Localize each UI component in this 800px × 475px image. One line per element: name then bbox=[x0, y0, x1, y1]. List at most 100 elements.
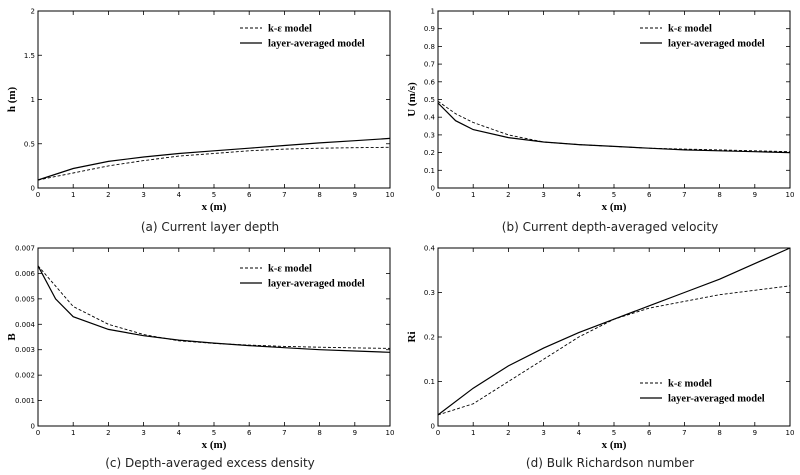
x-tick-label: 9 bbox=[753, 191, 757, 199]
chart-svg-b: 0 1 2 3 4 5 6 7 8 9 10 0 0.1 0.2 0.3 0.4 0.5 0.6 0.7 0.8 0.9… bbox=[406, 8, 795, 214]
x-tick-label: 4 bbox=[177, 429, 182, 437]
x-tick-label: 3 bbox=[141, 191, 145, 199]
y-tick-label: 0 bbox=[31, 185, 35, 193]
y-tick-label: 0.4 bbox=[424, 114, 436, 122]
x-tick-label: 7 bbox=[682, 429, 686, 437]
series-line-layer-averaged bbox=[437, 102, 791, 154]
y-tick-label: 1.5 bbox=[24, 52, 35, 60]
series-line-k-epsilon bbox=[37, 265, 391, 349]
x-tick-label: 2 bbox=[506, 191, 510, 199]
series-line-layer-averaged bbox=[37, 265, 391, 353]
legend-label: k-ε model bbox=[268, 264, 312, 275]
y-tick-label: 0.1 bbox=[424, 167, 435, 175]
y-tick-label: 0.002 bbox=[15, 372, 35, 380]
x-tick-label: 2 bbox=[506, 429, 510, 437]
y-tick-label: 0.3 bbox=[424, 289, 435, 297]
x-tick-label: 6 bbox=[647, 429, 652, 437]
series-line-layer-averaged bbox=[37, 137, 391, 181]
x-tick-label: 7 bbox=[282, 429, 286, 437]
x-tick-label: 9 bbox=[353, 429, 357, 437]
x-axis-title: x (m) bbox=[202, 439, 227, 451]
caption-b: (b) Current depth-averaged velocity bbox=[501, 220, 719, 234]
y-tick-label: 2 bbox=[31, 8, 35, 16]
y-tick-label: 0.004 bbox=[15, 321, 36, 329]
x-tick-label: 7 bbox=[282, 191, 286, 199]
y-tick-label: 0.006 bbox=[15, 270, 36, 278]
y-tick-label: 0.2 bbox=[424, 149, 435, 157]
legend-label: layer-averaged model bbox=[268, 279, 365, 290]
x-tick-label: 9 bbox=[753, 429, 757, 437]
x-tick-label: 3 bbox=[541, 191, 545, 199]
x-tick-label: 5 bbox=[612, 191, 616, 199]
x-tick-label: 5 bbox=[212, 429, 216, 437]
series-line-layer-averaged bbox=[437, 247, 791, 416]
x-tick-label: 5 bbox=[212, 191, 216, 199]
y-axis-title: Ri bbox=[406, 332, 418, 343]
x-tick-label: 7 bbox=[682, 191, 686, 199]
x-tick-label: 1 bbox=[471, 191, 475, 199]
x-tick-label: 4 bbox=[577, 429, 582, 437]
y-tick-label: 0.9 bbox=[424, 25, 435, 33]
caption-d: (d) Bulk Richardson number bbox=[525, 456, 695, 470]
x-tick-label: 1 bbox=[71, 191, 75, 199]
x-tick-label: 4 bbox=[577, 191, 582, 199]
x-tick-label: 10 bbox=[386, 191, 395, 199]
y-tick-label: 0.003 bbox=[15, 346, 35, 354]
y-tick-label: 1 bbox=[31, 96, 35, 104]
y-tick-label: 0.3 bbox=[424, 131, 435, 139]
x-axis-title: x (m) bbox=[602, 201, 627, 213]
x-tick-label: 5 bbox=[612, 429, 616, 437]
x-tick-label: 8 bbox=[317, 191, 321, 199]
y-tick-label: 0 bbox=[431, 423, 435, 431]
y-tick-label: 0.1 bbox=[424, 378, 435, 386]
y-tick-label: 0.001 bbox=[15, 397, 35, 405]
x-tick-label: 8 bbox=[717, 429, 721, 437]
plot-frame bbox=[37, 247, 391, 427]
y-tick-label: 1 bbox=[431, 8, 435, 16]
series-line-k-epsilon bbox=[37, 146, 391, 181]
chart-panel-b: 0 1 2 3 4 5 6 7 8 9 10 0 0.1 0.2 0.3 0.4 0.5 0.6 0.7 0.8 0.9… bbox=[400, 0, 800, 238]
x-tick-label: 1 bbox=[71, 429, 75, 437]
y-tick-label: 0.5 bbox=[24, 140, 35, 148]
chart-svg-d: 0 1 2 3 4 5 6 7 8 9 10 0 0.1 0.2 0.3 0.4 x (m) Ri k-ε mode… bbox=[406, 245, 794, 452]
chart-panel-a: 0 1 2 3 4 5 6 7 8 9 10 0 0.5 1 1.5 2 x (m) h (m) k-ε model… bbox=[0, 0, 400, 238]
x-axis-title: x (m) bbox=[602, 439, 627, 451]
y-tick-label: 0.5 bbox=[424, 96, 435, 104]
y-tick-label: 0.8 bbox=[424, 43, 435, 51]
x-tick-label: 6 bbox=[247, 191, 252, 199]
x-tick-label: 8 bbox=[317, 429, 321, 437]
x-tick-label: 8 bbox=[717, 191, 721, 199]
x-tick-label: 0 bbox=[36, 191, 40, 199]
y-tick-label: 0.005 bbox=[15, 295, 35, 303]
chart-panel-c: 0 1 2 3 4 5 6 7 8 9 10 0 0.001 0.002 0.003 0.004 0.005 0.… bbox=[0, 238, 400, 475]
x-tick-label: 10 bbox=[386, 429, 395, 437]
y-tick-label: 0 bbox=[31, 423, 35, 431]
legend-label: k-ε model bbox=[668, 379, 712, 390]
caption-c: (c) Depth-averaged excess density bbox=[105, 456, 315, 470]
legend-label: k-ε model bbox=[668, 24, 712, 35]
series-line-k-epsilon bbox=[437, 100, 791, 153]
legend-label: layer-averaged model bbox=[668, 39, 765, 50]
y-axis-title: B bbox=[6, 333, 18, 341]
chart-svg-c: 0 1 2 3 4 5 6 7 8 9 10 0 0.001 0.002 0.003 0.004 0.005 0.… bbox=[6, 245, 395, 452]
x-tick-label: 3 bbox=[541, 429, 545, 437]
legend-label: layer-averaged model bbox=[268, 39, 365, 50]
legend-label: k-ε model bbox=[268, 24, 312, 35]
x-tick-label: 9 bbox=[353, 191, 357, 199]
x-tick-label: 0 bbox=[436, 429, 440, 437]
legend-label: layer-averaged model bbox=[668, 394, 765, 405]
caption-a: (a) Current layer depth bbox=[140, 220, 280, 234]
chart-svg-a: 0 1 2 3 4 5 6 7 8 9 10 0 0.5 1 1.5 2 x (m) h (m) k-ε model… bbox=[6, 8, 395, 214]
x-tick-label: 6 bbox=[247, 429, 252, 437]
y-tick-label: 0.2 bbox=[424, 334, 435, 342]
y-tick-label: 0.7 bbox=[424, 61, 435, 69]
x-tick-label: 10 bbox=[786, 191, 795, 199]
y-axis-title: h (m) bbox=[6, 86, 18, 112]
y-tick-label: 0.007 bbox=[15, 245, 35, 253]
x-tick-label: 4 bbox=[177, 191, 182, 199]
x-tick-label: 2 bbox=[106, 429, 110, 437]
chart-panel-d: 0 1 2 3 4 5 6 7 8 9 10 0 0.1 0.2 0.3 0.4 x (m) Ri k-ε mode… bbox=[400, 238, 800, 475]
y-axis-title: U (m/s) bbox=[406, 82, 418, 117]
x-tick-label: 0 bbox=[436, 191, 440, 199]
x-tick-label: 0 bbox=[36, 429, 40, 437]
